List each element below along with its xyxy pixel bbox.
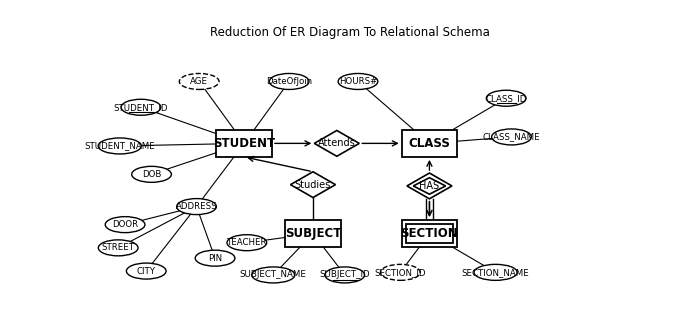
Text: DateOfJoin: DateOfJoin <box>266 77 312 86</box>
Ellipse shape <box>474 264 517 280</box>
Text: CITY: CITY <box>137 267 156 276</box>
Bar <box>406 224 453 244</box>
Ellipse shape <box>105 217 145 232</box>
Ellipse shape <box>180 73 219 89</box>
Ellipse shape <box>380 264 420 280</box>
Ellipse shape <box>98 138 141 154</box>
Ellipse shape <box>195 250 235 266</box>
Text: DOB: DOB <box>142 170 161 179</box>
Ellipse shape <box>492 129 531 145</box>
Polygon shape <box>290 172 335 198</box>
Bar <box>402 220 457 247</box>
Title: Reduction Of ER Diagram To Relational Schema: Reduction Of ER Diagram To Relational Sc… <box>210 26 490 39</box>
Ellipse shape <box>486 90 526 106</box>
Text: TEACHER: TEACHER <box>227 238 267 247</box>
Text: SECTION_NAME: SECTION_NAME <box>462 268 529 277</box>
Text: HAS: HAS <box>419 181 439 191</box>
Text: PIN: PIN <box>208 254 222 263</box>
Bar <box>217 130 272 157</box>
Ellipse shape <box>177 199 217 215</box>
Text: SECTION: SECTION <box>400 227 458 240</box>
Text: SUBJECT_NAME: SUBJECT_NAME <box>240 270 307 279</box>
Text: SUBJECT: SUBJECT <box>285 227 342 240</box>
Ellipse shape <box>121 99 161 115</box>
Text: Studies: Studies <box>295 180 331 190</box>
Ellipse shape <box>132 166 171 182</box>
Text: SECTION_ID: SECTION_ID <box>374 268 426 277</box>
Text: STUDENT_NAME: STUDENT_NAME <box>85 141 155 150</box>
Ellipse shape <box>338 73 378 89</box>
Polygon shape <box>314 130 359 156</box>
Text: CLASS_NAME: CLASS_NAME <box>483 132 540 141</box>
Polygon shape <box>407 173 452 199</box>
Ellipse shape <box>126 263 166 279</box>
Text: Attends: Attends <box>318 138 356 148</box>
Ellipse shape <box>252 267 295 283</box>
Text: HOURS#: HOURS# <box>339 77 377 86</box>
Bar <box>285 220 341 247</box>
Text: STREET: STREET <box>102 243 135 252</box>
Ellipse shape <box>98 240 138 256</box>
Text: STUDENT_ID: STUDENT_ID <box>113 103 168 112</box>
Text: CLASS: CLASS <box>408 137 450 150</box>
Text: SUBJECT_ID: SUBJECT_ID <box>320 270 370 279</box>
Text: ADDRESS: ADDRESS <box>176 202 217 211</box>
Text: AGE: AGE <box>190 77 208 86</box>
Bar <box>402 130 457 157</box>
Ellipse shape <box>269 73 309 89</box>
Ellipse shape <box>325 267 365 283</box>
Text: CLASS_ID: CLASS_ID <box>486 94 527 103</box>
Text: DOOR: DOOR <box>112 220 138 229</box>
Ellipse shape <box>227 235 266 251</box>
Text: STUDENT: STUDENT <box>213 137 275 150</box>
Polygon shape <box>413 178 445 194</box>
